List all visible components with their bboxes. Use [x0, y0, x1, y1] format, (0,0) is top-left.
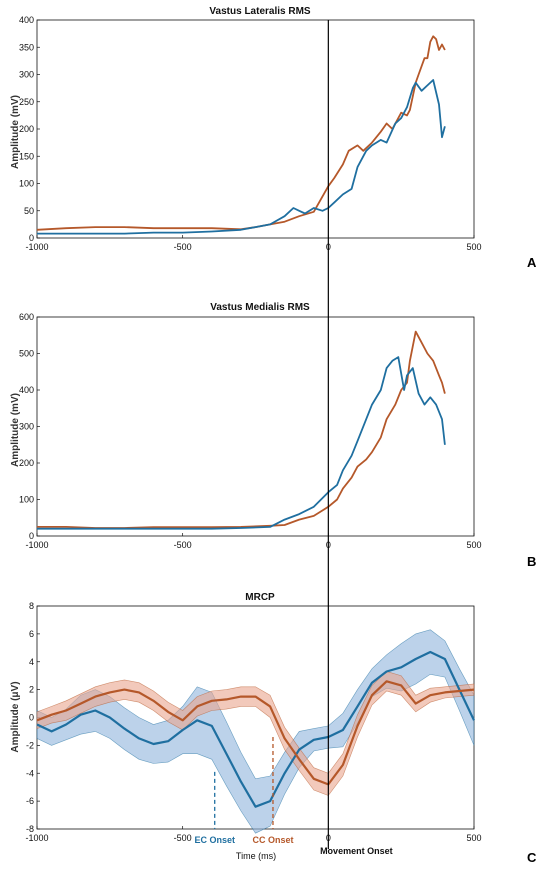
x-tick-label: 500	[466, 833, 481, 843]
plot-area	[36, 316, 475, 537]
x-tick-label: -1000	[25, 833, 48, 843]
y-tick-label: 8	[29, 601, 34, 611]
bands	[36, 629, 475, 834]
y-tick-label: -6	[26, 796, 34, 806]
onset-label: EC Onset	[194, 835, 235, 845]
series-1-line	[37, 79, 446, 235]
series-0-band	[36, 629, 475, 834]
series-1-band	[36, 671, 475, 796]
y-tick-label: 500	[19, 349, 34, 359]
series-1-line	[37, 356, 446, 530]
x-axis-label: Time (ms)	[236, 851, 276, 861]
y-tick-label: 100	[19, 495, 34, 505]
y-tick-label: -8	[26, 824, 34, 834]
y-tick-label: 200	[19, 124, 34, 134]
chart-title: MRCP	[245, 592, 275, 603]
y-tick-label: 100	[19, 179, 34, 189]
y-tick-label: 6	[29, 629, 34, 639]
plot-area	[36, 19, 475, 239]
x-tick-label: -500	[174, 540, 192, 550]
y-tick-label: 0	[29, 233, 34, 243]
ticks: -1000-5000500050100150200250300350400	[19, 15, 482, 252]
x-tick-label: 500	[466, 242, 481, 252]
x-tick-label: -1000	[25, 540, 48, 550]
chart-vastus-lateralis: Vastus Lateralis RMS Amplitude (mV) -100…	[10, 6, 482, 252]
onset-label: CC Onset	[252, 835, 293, 845]
series-0-line	[36, 35, 446, 231]
chart-mrcp: MRCP Amplitude (μV) -1000 -500 0 500 -8 -6 -4 -…	[10, 592, 482, 861]
y-tick-label: 300	[19, 70, 34, 80]
x-tick-label: -500	[174, 833, 192, 843]
y-tick-label: 600	[19, 312, 34, 322]
series-lines	[36, 650, 475, 808]
y-tick-label: 50	[24, 206, 34, 216]
panel-label-c: C	[527, 850, 537, 865]
movement-onset-label: Movement Onset	[320, 846, 393, 856]
y-tick-label: 0	[29, 713, 34, 723]
y-tick-label: 150	[19, 151, 34, 161]
x-tick-label: -500	[174, 242, 192, 252]
y-tick-label: -4	[26, 768, 34, 778]
y-tick-label: 2	[29, 685, 34, 695]
y-tick-label: 350	[19, 42, 34, 52]
y-tick-label: 200	[19, 458, 34, 468]
y-tick-label: 400	[19, 385, 34, 395]
annotations: EC Onset CC Onset Movement Onset	[194, 737, 393, 856]
series-lines	[37, 330, 446, 530]
y-tick-label: 0	[29, 531, 34, 541]
series-lines	[36, 35, 446, 235]
series-0-line	[36, 650, 475, 808]
y-tick-label: 400	[19, 15, 34, 25]
panel-label-b: B	[527, 554, 536, 569]
panel-label-a: A	[527, 255, 537, 270]
chart-title: Vastus Lateralis RMS	[209, 6, 310, 17]
y-tick-label: 300	[19, 422, 34, 432]
y-axis-label: Amplitude (μV)	[10, 681, 21, 752]
x-tick-label: 500	[466, 540, 481, 550]
y-tick-label: 4	[29, 657, 34, 667]
y-axis-label: Amplitude (mV)	[10, 393, 21, 467]
chart-title: Vastus Medialis RMS	[210, 302, 310, 313]
series-0-line	[37, 330, 446, 529]
series-1-line	[36, 680, 475, 786]
y-tick-label: 250	[19, 97, 34, 107]
y-tick-label: -2	[26, 740, 34, 750]
x-tick-label: -1000	[25, 242, 48, 252]
y-axis-label: Amplitude (mV)	[10, 95, 21, 169]
chart-vastus-medialis: Vastus Medialis RMS Amplitude (mV) -1000…	[10, 302, 482, 550]
